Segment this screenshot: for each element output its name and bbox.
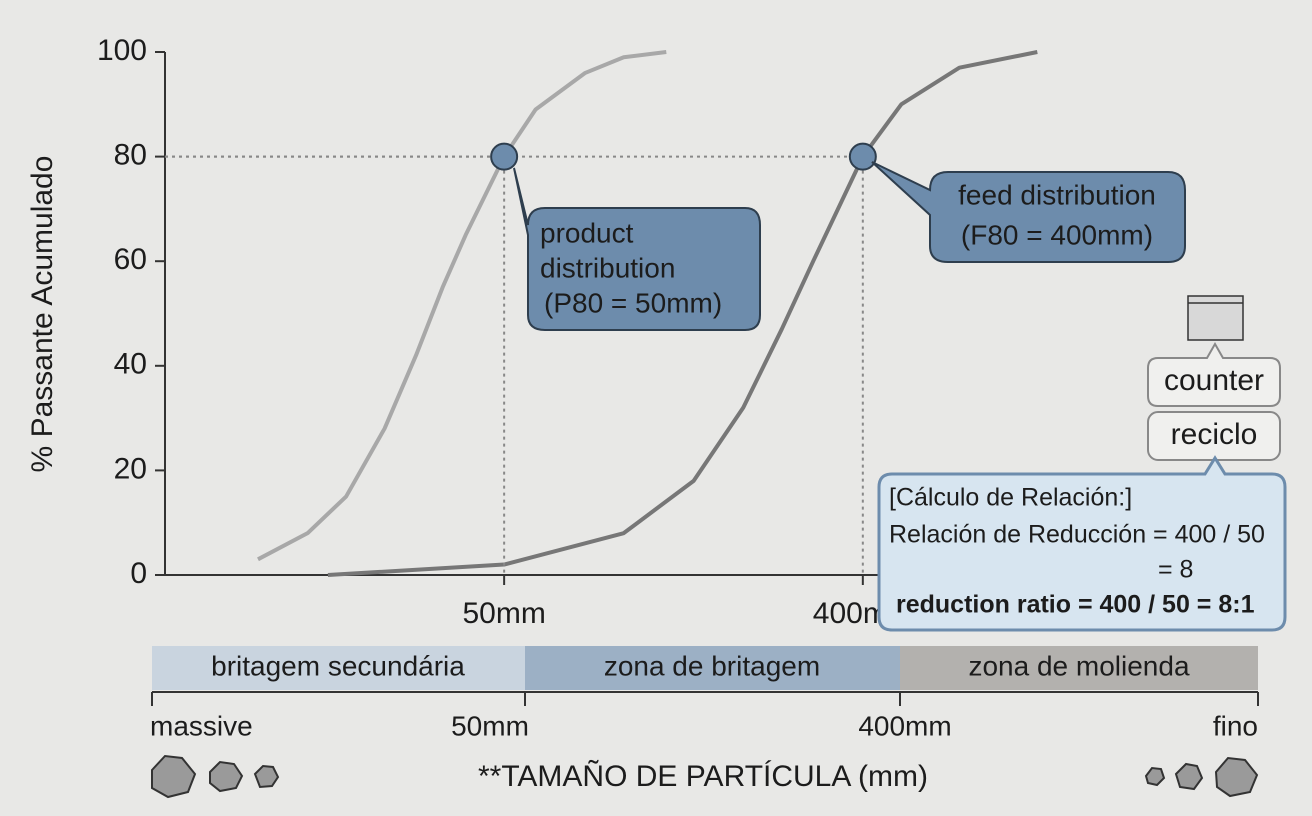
lower-label: massive [150, 710, 253, 741]
reciclo-label: reciclo [1171, 418, 1258, 451]
lower-ticks [151, 692, 1259, 706]
callout-text: feed distribution [958, 179, 1156, 210]
lower-label: 400mm [858, 710, 951, 741]
point-marker [490, 142, 519, 171]
feed-callout [871, 161, 1186, 263]
callout-text: (P80 = 50mm) [544, 287, 722, 318]
series-line [257, 50, 667, 562]
calc-text: [Cálculo de Relación:] [889, 484, 1132, 512]
callout-text: distribution [540, 252, 675, 283]
zone-label: britagem secundária [211, 650, 465, 681]
y-tick-label: 0 [130, 557, 147, 590]
zone-label: zona de molienda [968, 650, 1189, 681]
product-callout [513, 167, 761, 331]
point-marker [848, 142, 877, 171]
y-tick-label: 40 [114, 348, 147, 381]
callout-text: product [540, 217, 634, 248]
x-axis-title: **TAMAÑO DE PARTÍCULA (mm) [478, 759, 928, 793]
x-tick-label: 50mm [462, 597, 545, 630]
calc-box [877, 455, 1287, 632]
y-axis-title: % Passante Acumulado [26, 156, 59, 473]
zone-band [152, 646, 525, 690]
zone-band [525, 646, 900, 690]
series-line [327, 50, 1038, 577]
y-tick-label: 60 [114, 243, 147, 276]
lower-label: 50mm [451, 710, 529, 741]
lower-label: fino [1213, 710, 1258, 741]
calc-text: Relación de Reducción = 400 / 50 [889, 521, 1265, 549]
calc-text: reduction ratio = 400 / 50 = 8:1 [896, 591, 1255, 619]
counter-label: counter [1164, 364, 1264, 397]
calc-text: = 8 [1158, 556, 1193, 584]
callout-text: (F80 = 400mm) [961, 219, 1153, 250]
counter-box [1147, 341, 1281, 407]
pebbles [151, 754, 1259, 799]
zone-label: zona de britagem [604, 650, 820, 681]
y-tick-label: 80 [114, 139, 147, 172]
y-tick-label: 20 [114, 452, 147, 485]
y-tick-label: 100 [97, 34, 147, 67]
zone-band [900, 646, 1258, 690]
